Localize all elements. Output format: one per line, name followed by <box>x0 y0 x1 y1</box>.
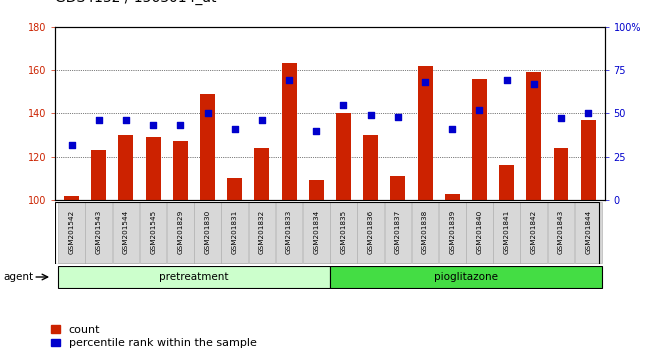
Legend: count, percentile rank within the sample: count, percentile rank within the sample <box>51 325 257 348</box>
Point <box>257 118 267 123</box>
Bar <box>417 65 432 200</box>
Point <box>175 122 185 128</box>
Bar <box>227 178 242 200</box>
FancyBboxPatch shape <box>167 202 194 263</box>
FancyBboxPatch shape <box>85 202 112 263</box>
Text: GSM201837: GSM201837 <box>395 209 401 253</box>
Text: GSM201543: GSM201543 <box>96 209 102 253</box>
Point <box>121 118 131 123</box>
Point <box>393 114 403 120</box>
FancyBboxPatch shape <box>411 202 438 263</box>
FancyBboxPatch shape <box>222 202 248 263</box>
Text: GDS4132 / 1563014_at: GDS4132 / 1563014_at <box>55 0 216 5</box>
Point <box>229 126 240 132</box>
Bar <box>499 165 514 200</box>
FancyBboxPatch shape <box>521 202 547 263</box>
Bar <box>146 137 161 200</box>
Bar <box>281 63 296 200</box>
Bar <box>472 79 487 200</box>
Text: GSM201844: GSM201844 <box>585 209 592 253</box>
Text: pretreatment: pretreatment <box>159 272 229 282</box>
Text: GSM201830: GSM201830 <box>205 209 211 253</box>
Bar <box>200 94 215 200</box>
Point <box>284 78 294 83</box>
Point <box>474 107 485 113</box>
Text: pioglitazone: pioglitazone <box>434 272 498 282</box>
Bar <box>309 181 324 200</box>
Text: GSM201839: GSM201839 <box>449 209 455 253</box>
Point <box>338 102 348 108</box>
Point <box>202 110 213 116</box>
Point <box>148 122 159 128</box>
FancyBboxPatch shape <box>140 202 166 263</box>
Text: agent: agent <box>3 272 33 282</box>
FancyBboxPatch shape <box>248 202 275 263</box>
FancyBboxPatch shape <box>548 202 575 263</box>
FancyBboxPatch shape <box>493 202 520 263</box>
FancyBboxPatch shape <box>58 266 330 288</box>
Bar <box>118 135 133 200</box>
Text: GSM201832: GSM201832 <box>259 209 265 253</box>
Bar <box>580 120 595 200</box>
Point <box>447 126 458 132</box>
Point <box>583 110 593 116</box>
Bar <box>254 148 269 200</box>
FancyBboxPatch shape <box>466 202 493 263</box>
FancyBboxPatch shape <box>58 202 85 263</box>
Text: GSM201831: GSM201831 <box>231 209 238 253</box>
FancyBboxPatch shape <box>303 202 330 263</box>
Bar <box>64 196 79 200</box>
Point <box>365 112 376 118</box>
Text: GSM201544: GSM201544 <box>123 209 129 253</box>
Text: GSM201842: GSM201842 <box>531 209 537 253</box>
Text: GSM201833: GSM201833 <box>286 209 292 253</box>
Bar <box>336 113 351 200</box>
FancyBboxPatch shape <box>112 202 139 263</box>
Point <box>311 128 322 133</box>
Text: GSM201840: GSM201840 <box>476 209 482 253</box>
Text: GSM201545: GSM201545 <box>150 209 156 253</box>
Bar <box>526 72 541 200</box>
Point <box>420 79 430 85</box>
FancyBboxPatch shape <box>276 202 302 263</box>
Bar <box>91 150 106 200</box>
Text: GSM201829: GSM201829 <box>177 209 183 253</box>
FancyBboxPatch shape <box>385 202 411 263</box>
Point <box>528 81 539 87</box>
Point <box>94 118 104 123</box>
FancyBboxPatch shape <box>330 202 357 263</box>
Bar <box>363 135 378 200</box>
Bar <box>173 142 188 200</box>
Point <box>556 116 566 121</box>
Point <box>501 78 512 83</box>
Bar <box>554 148 569 200</box>
Point <box>66 142 77 147</box>
Text: GSM201542: GSM201542 <box>68 209 75 253</box>
Text: GSM201836: GSM201836 <box>368 209 374 253</box>
Bar <box>391 176 406 200</box>
FancyBboxPatch shape <box>330 266 601 288</box>
Bar <box>445 194 460 200</box>
Text: GSM201838: GSM201838 <box>422 209 428 253</box>
Text: GSM201835: GSM201835 <box>341 209 346 253</box>
FancyBboxPatch shape <box>358 202 384 263</box>
Text: GSM201841: GSM201841 <box>504 209 510 253</box>
FancyBboxPatch shape <box>194 202 221 263</box>
FancyBboxPatch shape <box>575 202 601 263</box>
Text: GSM201834: GSM201834 <box>313 209 319 253</box>
Text: GSM201843: GSM201843 <box>558 209 564 253</box>
FancyBboxPatch shape <box>439 202 465 263</box>
